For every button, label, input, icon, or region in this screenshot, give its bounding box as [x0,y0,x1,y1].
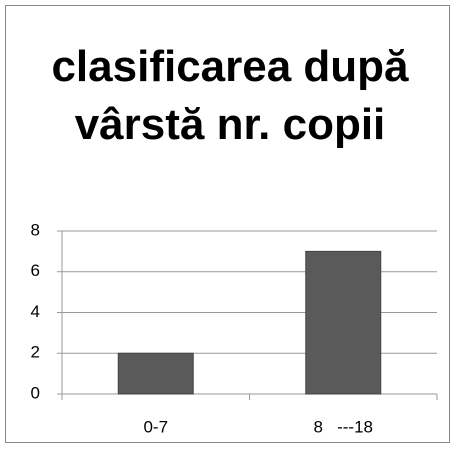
y-tick-label: 2 [31,343,40,362]
y-tick-label: 8 [31,220,40,239]
y-tick-label: 4 [31,302,40,321]
chart-frame [5,5,450,443]
y-tick-label: 0 [31,383,40,402]
chart-title: clasificarea după vârstă nr. copii [51,42,409,149]
bar [305,250,382,395]
bar [117,352,194,395]
x-tick-label: 8 ---18 [313,417,373,436]
y-tick-label: 6 [31,261,40,280]
x-tick-label: 0-7 [143,417,168,436]
